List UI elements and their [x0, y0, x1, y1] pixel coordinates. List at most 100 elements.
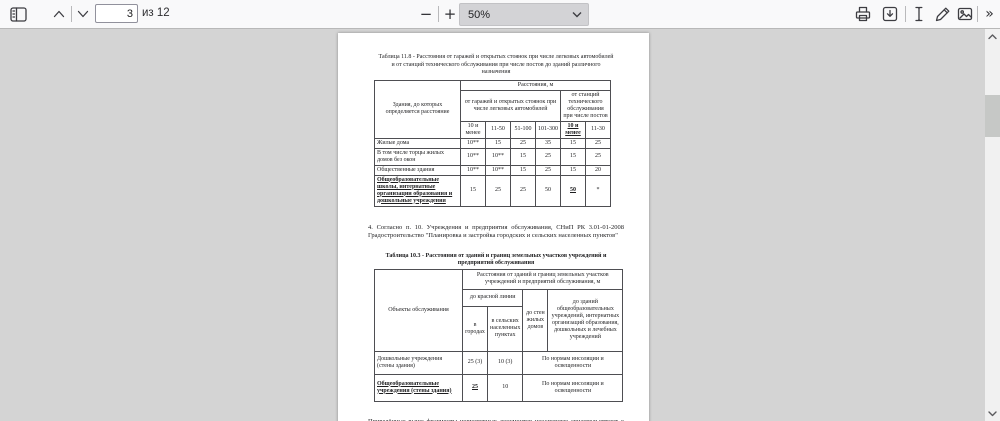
header-cell: 10 и менее — [560, 120, 586, 139]
table2-header-row: до красной линии до стен жилых домов до … — [375, 288, 624, 352]
row-label-cell: Общеобразовательные школы, интернатные о… — [374, 174, 461, 207]
table2-header-row: в городах в сельских населенных пунктах — [375, 305, 623, 352]
zoom-in-button[interactable]: + — [439, 2, 461, 26]
value-cell: 25 (3) — [462, 350, 488, 375]
zoom-out-button[interactable]: − — [415, 2, 437, 26]
chevron-up-icon — [988, 33, 997, 39]
header-cell: Объекты обслуживания — [374, 268, 463, 352]
value-cell: По нормам инсоляции и освещенности — [522, 350, 624, 375]
value-cell: По нормам инсоляции и освещенности — [522, 373, 624, 402]
print-button[interactable] — [851, 2, 875, 26]
table-row: Общеобразовательные учреждения (стены зд… — [374, 373, 624, 402]
header-cell: 11-30 — [585, 120, 611, 139]
zoom-select[interactable]: 50% — [459, 3, 589, 26]
header-cell: до зданий общеобразовательных учреждений… — [547, 288, 624, 352]
toolbar-divider — [905, 6, 906, 22]
value-cell: 10** — [485, 164, 511, 176]
header-cell: до стен жилых домов — [522, 288, 549, 352]
chevron-down-icon — [988, 410, 997, 416]
row-label-cell: Дошкольные учреждения (стены здания) — [374, 350, 463, 375]
value-cell: 15 — [485, 137, 511, 149]
header-cell: в сельских населенных пунктах — [486, 305, 524, 352]
paragraph: 4. Согласно п. 10. Учреждения и предприя… — [368, 223, 624, 240]
toolbar: из 12 − + 50% — [0, 0, 1000, 29]
vertical-scrollbar[interactable] — [985, 29, 1000, 421]
table2-header-row: Объекты обслуживания Расстояния от здани… — [374, 268, 624, 352]
table1-title: Таблица 11.8 - Расстояния от гаражей и о… — [378, 54, 614, 75]
value-cell: 25 — [585, 147, 611, 166]
value-cell: 35 — [535, 137, 561, 149]
value-cell: 50 — [560, 174, 586, 207]
viewer-area[interactable]: Таблица 11.8 - Расстояния от гаражей и о… — [0, 29, 985, 421]
value-cell: 15 — [460, 174, 486, 207]
header-cell: от станций технического обслуживания при… — [560, 89, 611, 122]
table2-title: Таблица 10.3 - Расстояния от зданий и гр… — [385, 252, 607, 267]
table-row: Жилые дома 10** 15 25 35 15 25 — [374, 137, 611, 149]
header-cell: Здания, до которых определяется расстоян… — [374, 79, 461, 139]
row-label-cell: Жилые дома — [374, 137, 461, 149]
scroll-down-button[interactable] — [985, 406, 1000, 421]
more-tools-button[interactable]: » — [980, 2, 999, 26]
value-cell: 25 — [535, 147, 561, 166]
table-row: Общественные здания 10** 10** 15 25 15 2… — [374, 164, 611, 176]
download-icon — [882, 6, 898, 22]
row-label-cell: Общественные здания — [374, 164, 461, 176]
table1-header-row: от гаражей и открытых стоянок при числе … — [375, 89, 611, 122]
scrollbar-thumb[interactable] — [985, 95, 1000, 137]
header-cell: в городах — [462, 305, 488, 352]
draw-tool-button[interactable] — [932, 2, 954, 26]
value-cell: 10 — [486, 373, 524, 402]
table1: Здания, до которых определяется расстоян… — [374, 79, 611, 207]
value-cell: 25 — [462, 373, 488, 402]
value-cell: 10** — [460, 147, 486, 166]
value-cell: 15 — [510, 147, 536, 166]
value-cell: 15 — [560, 137, 586, 149]
toolbar-divider — [438, 6, 439, 22]
page-count-label: из 12 — [142, 7, 170, 19]
printer-icon — [855, 6, 871, 22]
header-cell: 51-100 — [510, 120, 536, 139]
add-image-button[interactable] — [954, 2, 976, 26]
value-cell: 25 — [510, 174, 536, 207]
text-cursor-icon — [915, 6, 923, 22]
table-row: В том числе торцы жилых домов без окон 1… — [374, 147, 611, 166]
chevron-down-icon — [77, 10, 89, 18]
text-tool-button[interactable] — [908, 2, 930, 26]
toolbar-divider — [71, 6, 72, 22]
row-label-cell: В том числе торцы жилых домов без окон — [374, 147, 461, 166]
value-cell: 15 — [510, 164, 536, 176]
toolbar-divider — [977, 6, 978, 22]
value-cell: 25 — [535, 164, 561, 176]
save-button[interactable] — [878, 2, 902, 26]
page-number-input[interactable] — [95, 4, 138, 23]
header-cell: от гаражей и открытых стоянок при числе … — [460, 89, 561, 122]
header-cell: 10 и менее — [460, 120, 486, 139]
value-cell: 10** — [485, 147, 511, 166]
value-cell: 15 — [560, 147, 586, 166]
header-cell: до красной линии — [461, 288, 524, 307]
value-cell: 10** — [460, 164, 486, 176]
header-cell: Расстояния, м — [460, 79, 611, 91]
header-cell: Расстояния от зданий и границ земельных … — [461, 268, 624, 290]
pencil-icon — [935, 7, 950, 22]
value-cell: 25 — [585, 137, 611, 149]
pdf-page: Таблица 11.8 - Расстояния от гаражей и о… — [338, 33, 649, 421]
next-page-button[interactable] — [72, 2, 94, 26]
table-row: Дошкольные учреждения (стены здания) 25 … — [374, 350, 624, 375]
value-cell: * — [585, 174, 611, 207]
table2: Объекты обслуживания Расстояния от здани… — [374, 268, 624, 402]
header-cell: 101-300 — [535, 120, 561, 139]
previous-page-button[interactable] — [48, 2, 70, 26]
scroll-up-button[interactable] — [985, 29, 1000, 44]
value-cell: 10 (3) — [486, 350, 524, 375]
value-cell: 25 — [485, 174, 511, 207]
header-cell: 11-50 — [485, 120, 511, 139]
sidebar-toggle-button[interactable] — [5, 2, 31, 26]
chevron-up-icon — [53, 10, 65, 18]
document-content: Таблица 11.8 - Расстояния от гаражей и о… — [338, 33, 649, 421]
value-cell: 20 — [585, 164, 611, 176]
zoom-value-label: 50% — [468, 8, 491, 21]
table-row: Общеобразовательные школы, интернатные о… — [374, 174, 611, 207]
value-cell: 10** — [460, 137, 486, 149]
sidebar-toggle-icon — [9, 6, 27, 22]
